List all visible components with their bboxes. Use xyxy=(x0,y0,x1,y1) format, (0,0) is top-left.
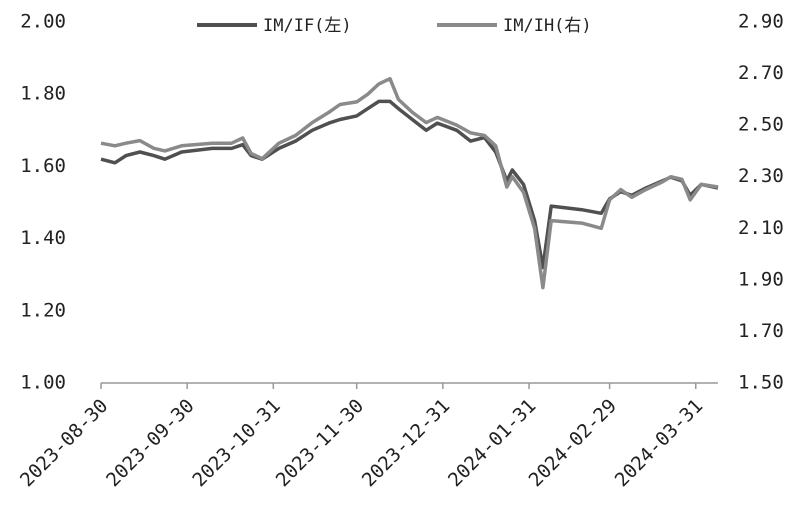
x-tick-label: 2024-03-31 xyxy=(611,395,707,491)
y2-tick-label: 1.50 xyxy=(738,372,784,394)
x-tick-label: 2023-12-31 xyxy=(358,395,454,491)
y-tick-label: 1.80 xyxy=(20,83,66,105)
y2-tick-label: 2.90 xyxy=(738,11,784,33)
series-line xyxy=(100,99,719,270)
y2-tick-label: 2.70 xyxy=(738,62,784,84)
y2-tick-label: 1.70 xyxy=(738,320,784,342)
legend-label: IM/IH(右) xyxy=(503,16,592,36)
x-tick-label: 2023-10-31 xyxy=(188,395,284,491)
x-tick-label: 2023-09-30 xyxy=(102,395,198,491)
y-tick-label: 1.20 xyxy=(20,299,66,321)
y-tick-label: 1.60 xyxy=(20,155,66,177)
y-tick-label: 1.00 xyxy=(20,372,66,394)
y-tick-label: 2.00 xyxy=(20,11,66,33)
y2-tick-label: 2.30 xyxy=(738,165,784,187)
y2-tick-label: 1.90 xyxy=(738,268,784,290)
legend-label: IM/IF(左) xyxy=(263,16,352,36)
x-tick-label: 2023-11-30 xyxy=(272,395,368,491)
y2-tick-label: 2.10 xyxy=(738,217,784,239)
x-tick-label: 2023-08-30 xyxy=(16,395,112,491)
series-line xyxy=(100,76,719,290)
y2-tick-label: 2.50 xyxy=(738,114,784,136)
y-tick-label: 1.40 xyxy=(20,227,66,249)
